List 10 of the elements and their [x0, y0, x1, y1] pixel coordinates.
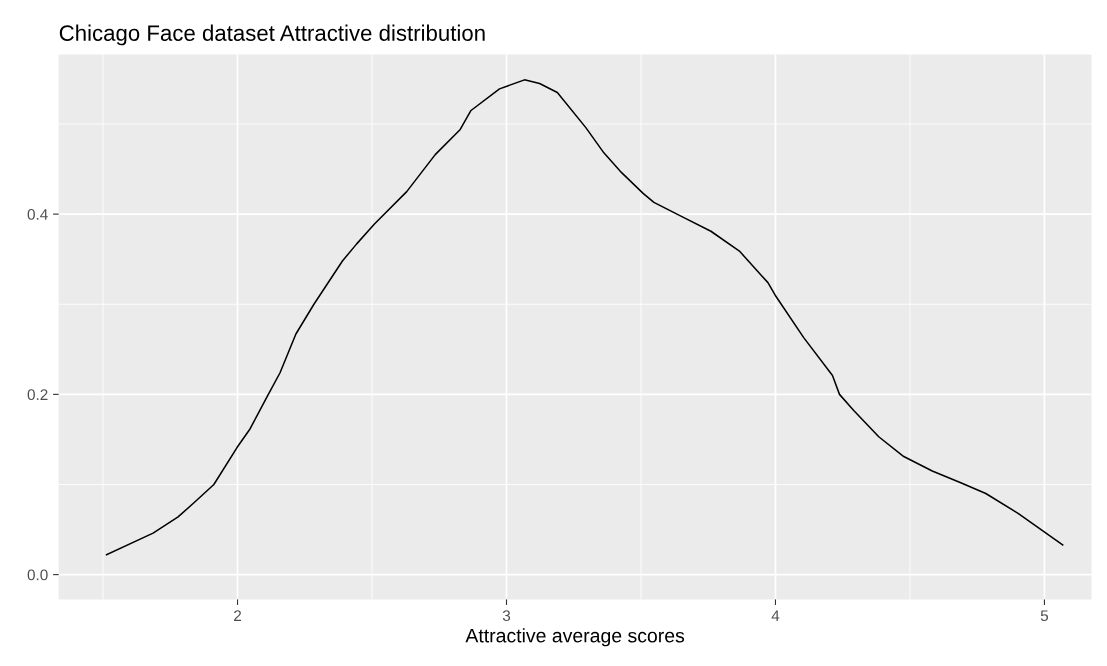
x-tick-label: 4 — [771, 610, 780, 621]
x-tick-label: 2 — [234, 610, 242, 621]
x-tick-label: 5 — [1040, 610, 1049, 622]
y-tick-label: 0.4 — [27, 209, 48, 220]
x-tick-label: 3 — [502, 610, 511, 622]
y-tick-label: 0.2 — [27, 389, 48, 401]
x-axis-title: Attractive average scores — [465, 628, 685, 647]
chart-title: Chicago Face dataset Attractive distribution — [59, 24, 485, 46]
line-series — [105, 79, 1064, 556]
y-tick-label: 0.0 — [27, 569, 48, 581]
